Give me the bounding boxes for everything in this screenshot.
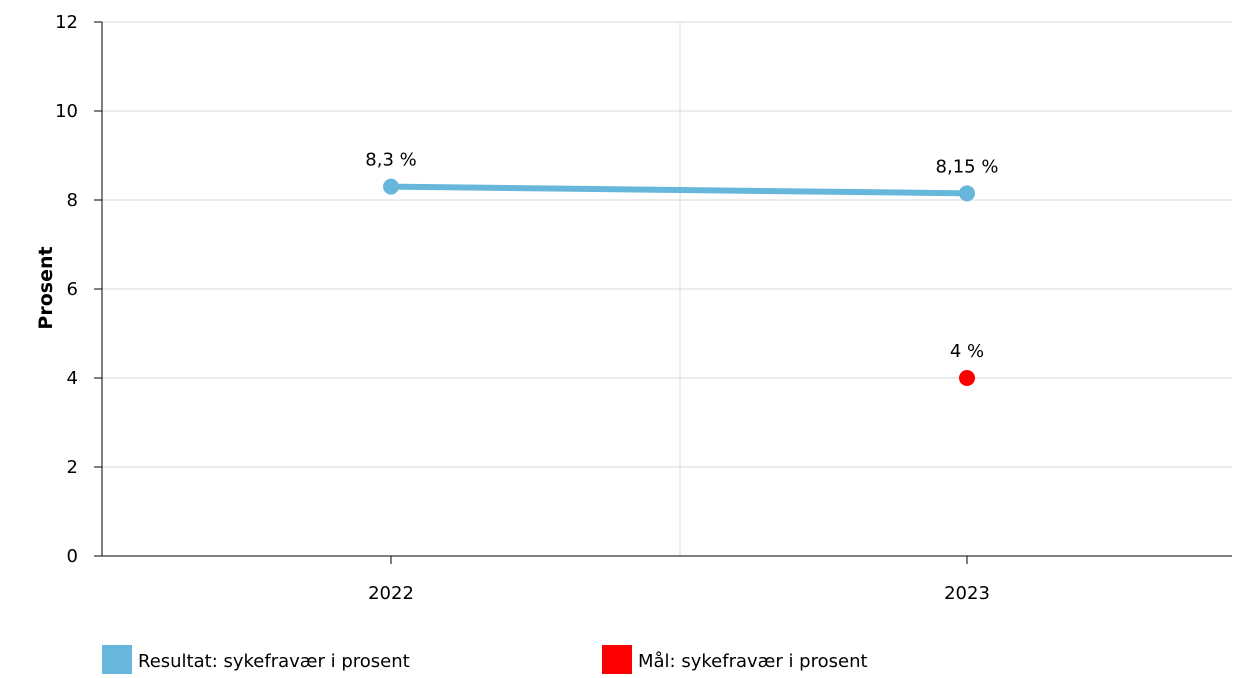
series-line	[388, 183, 970, 197]
data-point	[959, 185, 975, 202]
series-layer	[383, 178, 975, 386]
data-label-layer: 8,3 % 8,15 % 4 %	[365, 150, 998, 362]
legend-swatch	[602, 645, 632, 675]
legend-swatch	[102, 645, 132, 675]
y-tick-label: 6	[67, 279, 78, 300]
data-point	[383, 178, 399, 195]
y-tick-label: 12	[55, 12, 78, 33]
data-label: 8,3 %	[365, 150, 416, 171]
grid-layer	[102, 21, 1232, 556]
axis-layer: 0 2 4 6 8 10 12 2022 2023	[55, 12, 1232, 604]
legend-label: Resultat: sykefravær i prosent	[138, 651, 410, 672]
x-tick-label: 2023	[944, 583, 990, 604]
x-tick-label: 2022	[368, 583, 414, 604]
y-tick-label: 10	[55, 101, 78, 122]
data-point	[959, 370, 975, 386]
legend-label: Mål: sykefravær i prosent	[638, 651, 868, 672]
y-tick-label: 2	[67, 457, 78, 478]
y-tick-label: 8	[67, 190, 78, 211]
legend: Resultat: sykefravær i prosent Mål: sykef…	[102, 645, 868, 675]
y-tick-label: 4	[67, 368, 78, 389]
data-label: 8,15 %	[936, 156, 999, 177]
data-label: 4 %	[950, 341, 984, 362]
y-tick-label: 0	[67, 546, 78, 567]
y-axis-title: Prosent	[35, 246, 57, 329]
